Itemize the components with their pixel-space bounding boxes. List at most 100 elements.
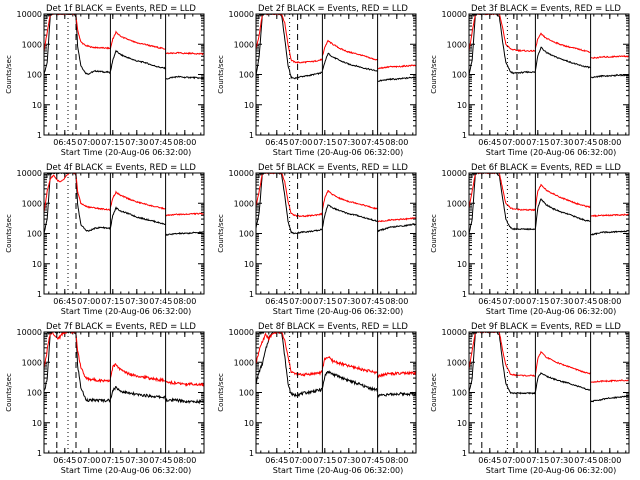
- y-tick-label: 100: [452, 389, 467, 398]
- events-series-line: [165, 397, 204, 405]
- y-tick-label: 1: [249, 131, 254, 140]
- plot-frame: [468, 331, 630, 454]
- plot-data: [469, 332, 629, 403]
- events-series-line: [469, 14, 536, 76]
- lld-series-line: [469, 332, 536, 377]
- lld-series-line: [165, 212, 204, 217]
- y-tick-label: 10000: [17, 328, 42, 337]
- plot-title: Det 5f BLACK = Events, RED = LLD: [258, 163, 408, 173]
- x-tick-label: 08:00: [173, 456, 196, 465]
- y-tick-label: 1: [249, 290, 254, 299]
- x-tick-label: 07:15: [313, 138, 336, 147]
- bracket-marker: [471, 14, 477, 19]
- bracket-marker: [258, 332, 264, 337]
- lld-series-line: [590, 379, 629, 383]
- lld-series-line: [469, 14, 536, 53]
- x-axis-label: Start Time (20-Aug-06 06:32:00): [273, 307, 404, 316]
- x-tick-label: 07:00: [77, 297, 100, 306]
- bracket-marker: [46, 14, 52, 19]
- y-tick-label: 100: [239, 230, 254, 239]
- x-tick-label: 07:30: [550, 138, 573, 147]
- bracket-marker: [258, 173, 264, 178]
- y-tick-label: 10: [457, 101, 467, 110]
- lld-series-line: [109, 190, 166, 210]
- plot-title: Det 7f BLACK = Events, RED = LLD: [46, 322, 196, 332]
- x-tick-label: 07:00: [289, 456, 312, 465]
- x-axis-label: Start Time (20-Aug-06 06:32:00): [486, 148, 617, 157]
- plot-data: [256, 14, 416, 82]
- x-tick-label: 07:15: [313, 297, 336, 306]
- y-tick-label: 1: [462, 131, 467, 140]
- events-series-line: [590, 395, 629, 403]
- events-series-line: [590, 73, 629, 79]
- x-tick-label: 07:15: [101, 456, 124, 465]
- plot-panel-3: Det 3f BLACK = Events, RED = LLD Counts/s…: [430, 4, 630, 157]
- lld-series-line: [256, 332, 323, 377]
- x-axis-label: Start Time (20-Aug-06 06:32:00): [61, 148, 192, 157]
- y-tick-label: 10: [457, 419, 467, 428]
- events-series-line: [321, 52, 378, 72]
- lld-series-line: [44, 332, 111, 384]
- y-tick-label: 10: [244, 260, 254, 269]
- plot-title: Det 1f BLACK = Events, RED = LLD: [46, 4, 196, 14]
- bracket-marker: [471, 332, 477, 337]
- lld-series-line: [377, 217, 416, 223]
- plot-panel-1: Det 1f BLACK = Events, RED = LLD Counts/s…: [5, 4, 205, 157]
- x-tick-label: 08:00: [598, 297, 621, 306]
- events-series-line: [165, 231, 204, 236]
- plot-frame: [255, 331, 417, 454]
- y-tick-label: 10: [32, 260, 42, 269]
- x-tick-label: 07:15: [526, 138, 549, 147]
- x-tick-label: 07:30: [125, 297, 148, 306]
- lld-series-line: [377, 64, 416, 70]
- x-tick-label: 07:00: [77, 456, 100, 465]
- lld-series-line: [469, 173, 536, 212]
- events-series-line: [534, 371, 592, 393]
- y-tick-label: 100: [452, 230, 467, 239]
- plot-title: Det 8f BLACK = Events, RED = LLD: [258, 322, 408, 332]
- x-tick-label: 07:30: [550, 297, 573, 306]
- x-tick-label: 07:45: [361, 456, 384, 465]
- y-tick-label: 100: [239, 389, 254, 398]
- y-axis-label: Counts/sec: [5, 373, 13, 412]
- events-series-line: [321, 370, 379, 393]
- plot-title: Det 6f BLACK = Events, RED = LLD: [471, 163, 621, 173]
- events-series-line: [44, 14, 111, 76]
- y-tick-label: 1000: [447, 199, 467, 208]
- y-tick-label: 10000: [229, 328, 254, 337]
- y-tick-label: 100: [27, 230, 42, 239]
- y-tick-label: 10000: [442, 169, 467, 178]
- x-tick-label: 06:45: [265, 456, 288, 465]
- plot-panel-2: Det 2f BLACK = Events, RED = LLD Counts/s…: [217, 4, 417, 157]
- bracket-marker: [471, 173, 477, 178]
- y-tick-label: 10: [244, 101, 254, 110]
- x-axis-label: Start Time (20-Aug-06 06:32:00): [273, 466, 404, 475]
- events-series-line: [469, 332, 536, 395]
- plot-data: [256, 173, 416, 235]
- x-axis-label: Start Time (20-Aug-06 06:32:00): [61, 307, 192, 316]
- events-series-line: [256, 332, 323, 398]
- x-tick-label: 08:00: [173, 297, 196, 306]
- events-series-line: [256, 14, 323, 80]
- y-axis-label: Counts/sec: [217, 373, 225, 412]
- lld-series-line: [590, 54, 629, 60]
- plot-frame: [43, 172, 205, 295]
- plot-data: [256, 332, 416, 398]
- y-tick-label: 1: [249, 449, 254, 458]
- y-tick-label: 1: [462, 290, 467, 299]
- y-tick-label: 1000: [22, 358, 42, 367]
- x-tick-label: 07:00: [502, 297, 525, 306]
- events-series-line: [469, 173, 536, 235]
- x-axis-label: Start Time (20-Aug-06 06:32:00): [486, 466, 617, 475]
- x-tick-label: 07:45: [361, 297, 384, 306]
- x-tick-label: 07:00: [502, 456, 525, 465]
- plot-title: Det 9f BLACK = Events, RED = LLD: [471, 322, 621, 332]
- x-tick-label: 08:00: [385, 456, 408, 465]
- plot-data: [44, 173, 204, 236]
- events-series-line: [321, 204, 378, 228]
- y-axis-label: Counts/sec: [430, 214, 438, 253]
- x-tick-label: 07:30: [550, 456, 573, 465]
- y-tick-label: 10: [32, 101, 42, 110]
